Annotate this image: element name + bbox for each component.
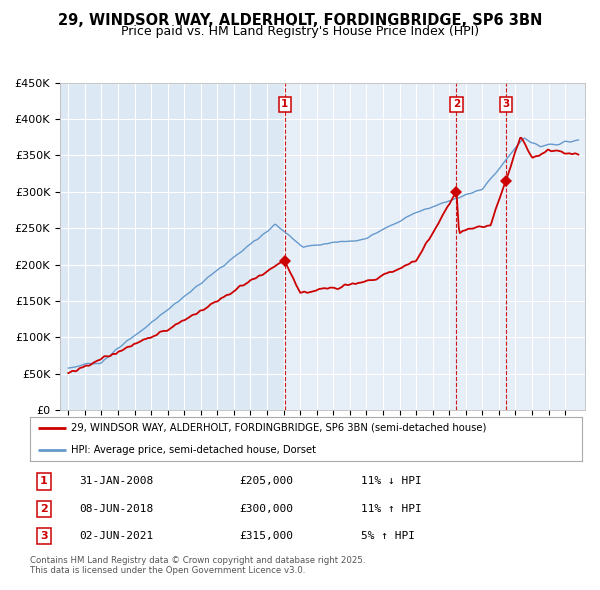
Text: 3: 3 xyxy=(502,100,509,109)
Text: 11% ↑ HPI: 11% ↑ HPI xyxy=(361,504,422,514)
Text: 1: 1 xyxy=(40,477,47,487)
Text: £300,000: £300,000 xyxy=(240,504,294,514)
Text: 2: 2 xyxy=(453,100,460,109)
Text: 1: 1 xyxy=(281,100,289,109)
Text: 02-JUN-2021: 02-JUN-2021 xyxy=(80,531,154,541)
Text: 2: 2 xyxy=(40,504,47,514)
Text: £205,000: £205,000 xyxy=(240,477,294,487)
Text: 29, WINDSOR WAY, ALDERHOLT, FORDINGBRIDGE, SP6 3BN: 29, WINDSOR WAY, ALDERHOLT, FORDINGBRIDG… xyxy=(58,13,542,28)
Text: HPI: Average price, semi-detached house, Dorset: HPI: Average price, semi-detached house,… xyxy=(71,445,316,455)
Text: 5% ↑ HPI: 5% ↑ HPI xyxy=(361,531,415,541)
Text: 08-JUN-2018: 08-JUN-2018 xyxy=(80,504,154,514)
Text: £315,000: £315,000 xyxy=(240,531,294,541)
Text: 3: 3 xyxy=(40,531,47,541)
Bar xyxy=(285,83,585,410)
Text: Price paid vs. HM Land Registry's House Price Index (HPI): Price paid vs. HM Land Registry's House … xyxy=(121,25,479,38)
Text: Contains HM Land Registry data © Crown copyright and database right 2025.
This d: Contains HM Land Registry data © Crown c… xyxy=(30,556,365,575)
Text: 29, WINDSOR WAY, ALDERHOLT, FORDINGBRIDGE, SP6 3BN (semi-detached house): 29, WINDSOR WAY, ALDERHOLT, FORDINGBRIDG… xyxy=(71,423,487,432)
Text: 31-JAN-2008: 31-JAN-2008 xyxy=(80,477,154,487)
Text: 11% ↓ HPI: 11% ↓ HPI xyxy=(361,477,422,487)
